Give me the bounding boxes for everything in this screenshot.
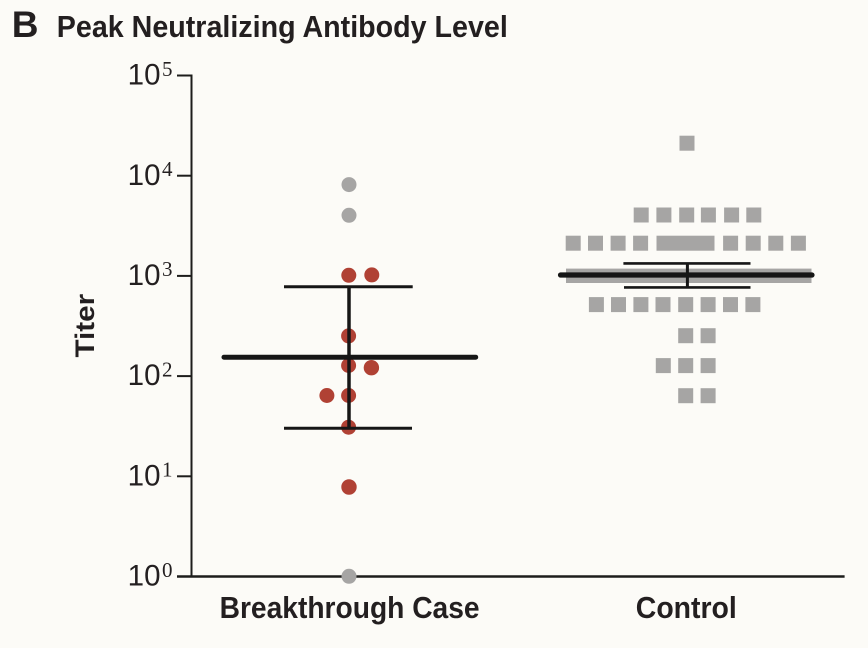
- svg-text:10: 10: [128, 59, 161, 92]
- svg-text:10: 10: [128, 259, 161, 292]
- svg-text:10: 10: [128, 459, 161, 492]
- svg-text:1: 1: [162, 458, 173, 482]
- svg-text:Breakthrough Case: Breakthrough Case: [220, 590, 480, 625]
- svg-text:Titer: Titer: [69, 293, 100, 357]
- svg-text:Peak Neutralizing Antibody Lev: Peak Neutralizing Antibody Level: [57, 10, 508, 44]
- svg-text:B: B: [12, 4, 39, 45]
- svg-text:10: 10: [128, 560, 161, 593]
- svg-text:Control: Control: [636, 590, 737, 625]
- svg-text:2: 2: [162, 357, 173, 381]
- svg-text:5: 5: [162, 57, 173, 81]
- svg-text:4: 4: [162, 157, 173, 181]
- svg-text:10: 10: [128, 359, 161, 392]
- svg-text:0: 0: [162, 558, 173, 582]
- svg-text:3: 3: [162, 257, 173, 281]
- svg-text:10: 10: [128, 159, 161, 192]
